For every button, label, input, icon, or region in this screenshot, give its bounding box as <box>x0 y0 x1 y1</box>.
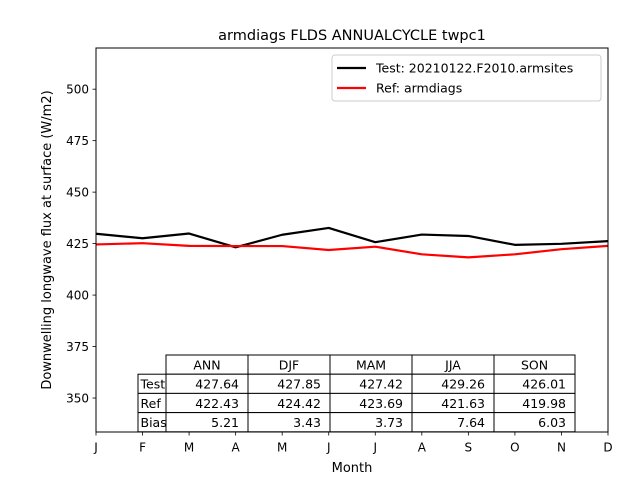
series-line-test <box>95 226 609 249</box>
table-col-label: SON <box>521 358 548 373</box>
x-tick-label: M <box>184 441 194 455</box>
y-tick-label: 400 <box>66 289 89 303</box>
table-cell-value: 422.43 <box>195 396 239 411</box>
table-cell-value: 427.85 <box>277 377 321 392</box>
table-col-label: MAM <box>356 358 386 373</box>
table-cell-value: 427.42 <box>359 377 403 392</box>
legend: Test: 20210122.F2010.armsites Ref: armdia… <box>331 54 602 102</box>
x-tick-label: A <box>232 441 241 455</box>
legend-box <box>331 54 602 102</box>
x-tick-label: J <box>372 441 377 455</box>
table-row-label: Bias <box>141 415 167 430</box>
x-axis-label: Month <box>332 461 373 476</box>
table-row-label: Test <box>140 377 166 392</box>
table-cell-value: 429.26 <box>441 377 485 392</box>
table-cell-value: 427.64 <box>195 377 239 392</box>
y-tick-label: 475 <box>66 134 89 148</box>
plot-frame <box>95 47 609 433</box>
x-tick-label: N <box>557 441 566 455</box>
table-cell-value: 426.01 <box>522 377 566 392</box>
x-tick-label: F <box>139 441 146 455</box>
legend-label: Test: 20210122.F2010.armsites <box>375 61 573 76</box>
table-cell-value: 7.64 <box>457 415 485 430</box>
table-cell-value: 3.73 <box>375 415 403 430</box>
summary-table: ANN DJF MAM JJA SON Test 427.64 427.85 427.42 429… <box>137 354 576 433</box>
table-col-label: DJF <box>279 358 300 373</box>
x-tick-label: D <box>603 441 612 455</box>
chart-title: armdiags FLDS ANNUALCYCLE twpc1 <box>218 28 486 44</box>
table-cell-value: 5.21 <box>211 415 239 430</box>
table-col-label: JJA <box>444 358 461 373</box>
y-tick-label: 350 <box>66 392 89 406</box>
table-cell-value: 424.42 <box>277 396 321 411</box>
x-tick-label: J <box>93 441 98 455</box>
y-tick-label: 425 <box>66 237 89 251</box>
table-row-label: Ref <box>141 396 162 411</box>
table-cell-value: 6.03 <box>538 415 566 430</box>
x-tick-label: S <box>465 441 473 455</box>
y-axis-label: Downwelling longwave flux at surface (W/… <box>40 90 55 389</box>
table-cell-value: 419.98 <box>522 396 566 411</box>
series-line-ref <box>95 242 609 259</box>
y-tick-label: 500 <box>66 83 89 97</box>
x-tick-label: A <box>418 441 427 455</box>
table-cell-value: 3.43 <box>293 415 321 430</box>
table-col-label: ANN <box>193 358 220 373</box>
y-tick-label: 450 <box>66 186 89 200</box>
table-cell-value: 423.69 <box>359 396 403 411</box>
x-tick-label: O <box>510 441 519 455</box>
x-tick-label: M <box>277 441 287 455</box>
legend-label: Ref: armdiags <box>376 81 462 96</box>
y-tick-label: 375 <box>66 340 89 354</box>
x-tick-label: J <box>326 441 331 455</box>
table-cell-value: 421.63 <box>441 396 485 411</box>
